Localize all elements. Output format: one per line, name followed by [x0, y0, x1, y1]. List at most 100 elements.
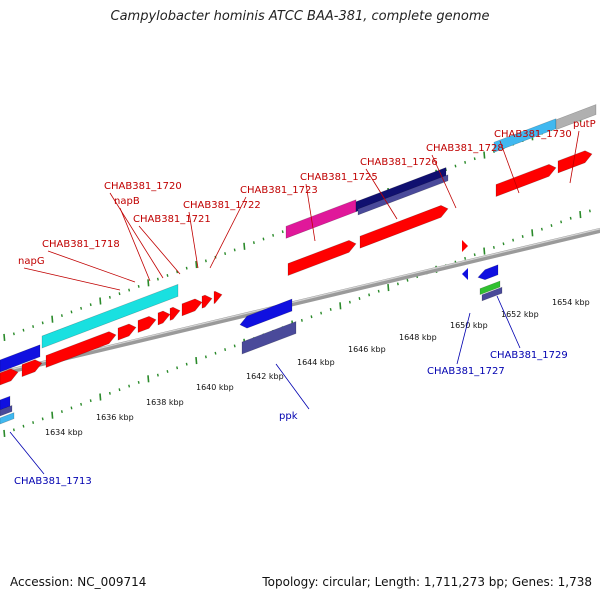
reverse-tick	[22, 424, 25, 428]
forward-tick	[272, 233, 275, 237]
leader-line	[119, 207, 151, 282]
reverse-tick	[512, 238, 515, 242]
forward-tick	[128, 288, 131, 292]
cds-forward	[117, 323, 137, 341]
tick-label: 1648 kbp	[399, 333, 437, 342]
cds-forward	[21, 359, 43, 378]
gene-reverse-blue	[477, 264, 499, 281]
gene-label-forward: CHAB381_1721	[133, 214, 211, 225]
reverse-tick	[128, 384, 131, 388]
tick-label: 1636 kbp	[96, 413, 134, 422]
forward-tick	[22, 328, 25, 332]
leader-line	[275, 363, 310, 410]
genome-backbone-highlight	[0, 228, 600, 373]
tick-label: 1646 kbp	[348, 345, 386, 354]
leader-line	[109, 192, 164, 279]
reverse-tick	[368, 293, 371, 297]
leader-line	[188, 211, 199, 269]
reverse-tick	[137, 380, 140, 384]
reverse-tick	[51, 411, 54, 419]
tick-label: 1644 kbp	[297, 358, 335, 367]
tick-label: 1638 kbp	[146, 398, 184, 407]
genome-summary-text: Topology: circular; Length: 1,711,273 bp…	[262, 575, 592, 589]
forward-tick	[108, 295, 111, 299]
gene-label-forward: CHAB381_1718	[42, 239, 120, 250]
reverse-tick	[118, 388, 121, 392]
reverse-tick	[89, 399, 92, 403]
forward-tick	[80, 306, 83, 310]
reverse-tick	[339, 302, 342, 310]
gene-label-forward: CHAB381_1725	[300, 172, 378, 183]
gene-forward-slate	[357, 174, 449, 216]
reverse-tick	[502, 242, 505, 246]
gene-reverse-small	[462, 268, 468, 280]
reverse-tick	[540, 227, 543, 231]
forward-tick	[12, 332, 15, 336]
reverse-tick	[300, 318, 303, 322]
leader-line	[9, 431, 45, 475]
reverse-tick	[156, 373, 159, 377]
gene-forward-blue	[0, 344, 41, 373]
reverse-tick	[569, 216, 572, 220]
gene-forward-magenta	[285, 199, 357, 239]
leader-line	[23, 267, 121, 291]
forward-tick	[185, 266, 188, 270]
reverse-tick	[99, 393, 102, 401]
reverse-tick	[320, 311, 323, 315]
tick-label: 1654 kbp	[552, 298, 590, 307]
gene-label-forward: CHAB381_1722	[183, 200, 261, 211]
forward-tick	[147, 279, 150, 287]
forward-tick	[99, 297, 102, 305]
reverse-tick	[492, 245, 495, 249]
cds-forward	[213, 290, 223, 305]
reverse-tick	[550, 224, 553, 228]
forward-tick	[60, 314, 63, 318]
reverse-tick	[185, 362, 188, 366]
leader-line	[496, 295, 521, 349]
reverse-tick	[12, 428, 15, 432]
gene-label-reverse: CHAB381_1727	[427, 366, 505, 377]
leader-line	[209, 196, 247, 269]
reverse-tick	[396, 282, 399, 286]
reverse-tick	[214, 351, 217, 355]
cds-forward	[359, 205, 449, 249]
gene-forward-cyan	[41, 283, 179, 349]
reverse-tick	[176, 366, 179, 370]
reverse-tick	[3, 429, 6, 438]
forward-tick	[483, 151, 486, 159]
gene-label-reverse: ppk	[279, 411, 298, 422]
reverse-tick	[560, 220, 563, 224]
cds-forward	[0, 368, 19, 386]
forward-tick	[51, 315, 54, 323]
forward-tick	[195, 260, 198, 269]
leader-line	[456, 312, 471, 365]
forward-tick	[252, 241, 255, 245]
reverse-tick	[80, 402, 83, 406]
reverse-tick	[41, 417, 44, 421]
forward-tick	[281, 230, 284, 234]
forward-tick	[464, 160, 467, 164]
reverse-tick	[473, 253, 476, 257]
forward-tick	[70, 310, 73, 314]
forward-tick	[137, 284, 140, 288]
cds-forward	[557, 150, 593, 174]
forward-tick	[32, 325, 35, 328]
reverse-tick	[329, 307, 332, 311]
gene-label-reverse: CHAB381_1713	[14, 476, 92, 487]
leader-line	[305, 183, 316, 242]
gene-label-forward: napG	[18, 256, 45, 267]
gene-label-forward: napB	[114, 196, 140, 207]
forward-tick	[262, 237, 265, 241]
reverse-tick	[166, 370, 169, 373]
reverse-tick	[377, 289, 380, 293]
reverse-tick	[310, 315, 313, 319]
genome-backbone	[0, 227, 600, 377]
reverse-tick	[108, 391, 111, 395]
leader-line	[138, 225, 181, 275]
gene-forward-grey	[555, 104, 597, 131]
forward-tick	[3, 333, 6, 342]
forward-tick	[41, 321, 44, 325]
reverse-tick	[233, 344, 236, 348]
gene-reverse-slate	[241, 321, 297, 355]
reverse-tick	[348, 300, 351, 304]
